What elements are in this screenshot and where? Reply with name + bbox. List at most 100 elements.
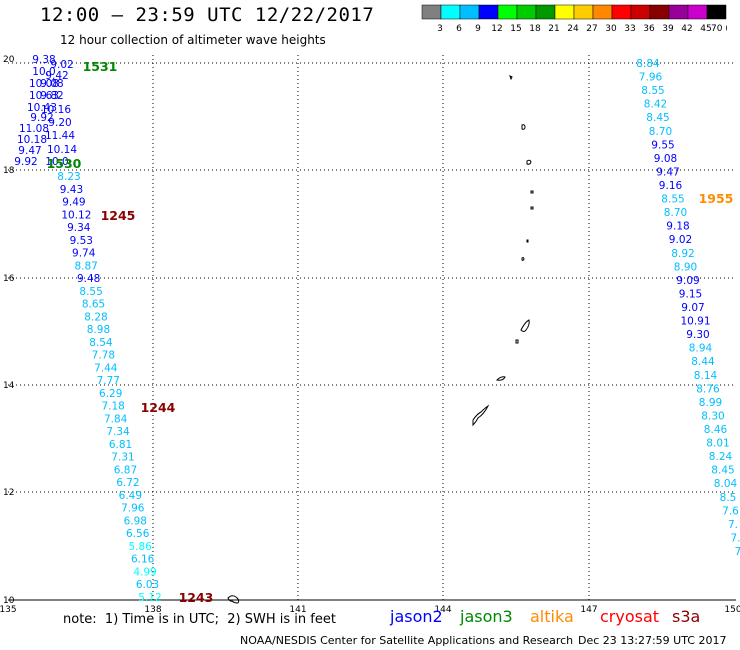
wave-height-label: 9.82 [40, 90, 63, 102]
legend-jason2: jason2 [390, 607, 443, 626]
wave-height-label: 8.55 [79, 286, 102, 298]
wave-height-label: 7.44 [94, 362, 118, 374]
lat-tick-label: 18 [3, 166, 15, 176]
island-outline [521, 124, 526, 130]
colorbar-label: 3 [437, 24, 443, 34]
wave-height-label: 8.42 [644, 99, 667, 111]
colorbar-label: 45 [700, 24, 711, 34]
wave-height-label: 8.04 [714, 478, 738, 490]
wave-height-label: 9.16 [659, 180, 683, 192]
island-outline [526, 239, 529, 243]
island-outline [509, 75, 513, 81]
wave-height-label: 7. [730, 532, 740, 544]
track-time-label: 1955 [699, 191, 734, 206]
wave-height-label: 8.84 [636, 58, 660, 70]
wave-height-label: 6.87 [114, 464, 137, 476]
wave-height-label: 11.08 [19, 123, 49, 135]
wave-height-label: 8.46 [704, 424, 728, 436]
wave-height-label: 8.55 [661, 194, 684, 206]
track-time-label: 1530 [47, 156, 82, 171]
track-time-label: 1245 [101, 208, 136, 223]
colorbar-label: 18 [529, 24, 541, 34]
wave-height-label: 8.65 [82, 299, 105, 311]
colorbar-label: 39 [662, 24, 674, 34]
island-outline [472, 404, 490, 427]
wave-height-label: 8.90 [674, 261, 697, 273]
units-note: note: 1) Time is in UTC; 2) SWH is in fe… [63, 612, 336, 627]
wave-height-label: 7.18 [101, 401, 124, 413]
wave-height-label: 9.09 [676, 275, 699, 287]
wave-height-label: 9.48 [77, 273, 100, 285]
legend-jason3: jason3 [460, 607, 513, 626]
wave-height-label: 8.94 [689, 343, 713, 355]
wave-height-label: 5.86 [128, 541, 152, 553]
wave-height-label: 6.29 [99, 388, 122, 400]
wave-height-label: 8.92 [671, 248, 694, 260]
island-outline [526, 159, 532, 165]
wave-height-label: 6.16 [131, 554, 155, 566]
wave-height-label: 9.18 [666, 221, 689, 233]
wave-height-label: 9.47 [18, 145, 41, 157]
colorbar-label: 24 [567, 24, 579, 34]
wave-height-label: 10.14 [47, 144, 77, 156]
wave-height-label: 10.18 [17, 134, 47, 146]
wave-height-label: 8.01 [706, 438, 729, 450]
wave-height-label: 10.43 [27, 102, 57, 114]
lat-tick-label: 16 [3, 274, 15, 284]
wave-height-label: 6.03 [136, 579, 159, 591]
wave-height-label: 9.38 [32, 54, 55, 66]
island-outline [530, 190, 534, 194]
page-subtitle: 12 hour collection of altimeter wave hei… [60, 33, 326, 47]
wave-height-label: 10.08 [29, 78, 59, 90]
wave-height-label: 10.16 [41, 104, 71, 116]
colorbar-label: 9 [475, 24, 481, 34]
island-outline [520, 319, 530, 332]
wave-height-label: 8.45 [646, 112, 669, 124]
wave-height-label: 6.56 [126, 528, 150, 540]
colorbar-label: 21 [548, 24, 559, 34]
legend-cryosat: cryosat [600, 607, 660, 626]
wave-height-label: 10.12 [61, 209, 91, 221]
wave-height-label: 7.77 [97, 375, 120, 387]
track-time-label: 1244 [141, 400, 176, 415]
colorbar-label: 12 [491, 24, 502, 34]
wave-height-label: 10.91 [680, 316, 710, 328]
wave-height-label: 9.15 [679, 288, 702, 300]
island-outline [495, 376, 506, 381]
colorbar-label: 6 [456, 24, 462, 34]
island-outline [515, 339, 519, 344]
colorbar-label: 30 [605, 24, 617, 34]
wave-height-label: 4.99 [133, 566, 156, 578]
wave-height-label: 8.99 [699, 397, 722, 409]
lon-tick-label: 144 [434, 605, 451, 615]
legend-altika: altika [530, 607, 574, 626]
wave-height-label: 9.92 [14, 156, 37, 168]
footer-credit: NOAA/NESDIS Center for Satellite Applica… [240, 634, 574, 647]
wave-height-label: 8.76 [696, 383, 720, 395]
wave-height-label: 10.0 [32, 66, 55, 78]
lon-tick-label: 147 [580, 605, 597, 615]
wave-height-label: 8.14 [694, 370, 718, 382]
wave-height-label: 8.98 [87, 324, 110, 336]
island-outline [530, 206, 534, 210]
wave-height-label: 8.44 [691, 356, 715, 368]
legend-s3a: s3a [672, 607, 701, 626]
wave-height-label: 8.70 [664, 207, 687, 219]
wave-height-label: 9.53 [70, 235, 93, 247]
wave-height-label: 8.87 [74, 260, 97, 272]
wave-height-label: 7.78 [92, 350, 115, 362]
wave-height-label: 6.49 [119, 490, 142, 502]
wave-height-label: 8.23 [57, 171, 80, 183]
page-title: 12:00 – 23:59 UTC 12/22/2017 [40, 4, 375, 26]
wave-height-label: 7.6 [722, 505, 739, 517]
wave-height-label: 7.96 [639, 72, 663, 84]
lon-tick-label: 135 [0, 605, 17, 615]
wave-height-label: 8.45 [711, 465, 734, 477]
lon-tick-label: 138 [144, 605, 161, 615]
wave-height-label: 9.20 [48, 117, 71, 129]
wave-height-label: 7 [735, 546, 740, 558]
wave-height-label: 6.72 [116, 477, 139, 489]
colorbar-label: 42 [681, 24, 692, 34]
